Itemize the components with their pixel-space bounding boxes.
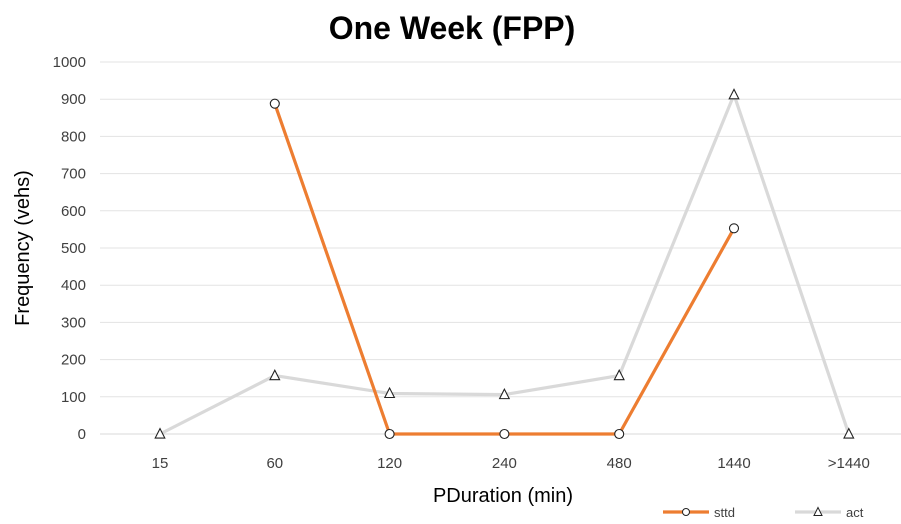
x-tick-label: 480: [607, 455, 632, 472]
chart-title: One Week (FPP): [329, 10, 576, 46]
x-tick-label: 60: [266, 455, 283, 472]
legend-item-act: act: [795, 505, 864, 520]
y-tick-label: 0: [78, 426, 86, 443]
legend-label: sttd: [714, 505, 735, 520]
y-tick-label: 800: [61, 128, 86, 145]
y-tick-label: 700: [61, 166, 86, 183]
data-point: [730, 224, 739, 233]
x-axis-ticks: 15 60 120 240 480 1440 >1440: [152, 455, 870, 472]
series-act: [155, 89, 853, 438]
x-tick-label: >1440: [828, 455, 870, 472]
x-tick-label: 1440: [717, 455, 750, 472]
legend-label: act: [846, 505, 864, 520]
x-tick-label: 240: [492, 455, 517, 472]
y-tick-label: 600: [61, 203, 86, 220]
data-point: [615, 430, 624, 439]
data-point: [844, 429, 854, 438]
y-tick-label: 300: [61, 314, 86, 331]
y-tick-label: 1000: [53, 54, 86, 71]
data-point: [385, 430, 394, 439]
legend-marker: [683, 509, 690, 516]
series-line-act: [160, 95, 849, 434]
y-tick-label: 200: [61, 352, 86, 369]
x-tick-label: 15: [152, 455, 169, 472]
y-tick-label: 900: [61, 91, 86, 108]
y-tick-label: 100: [61, 389, 86, 406]
data-point: [729, 89, 739, 98]
legend-item-sttd: sttd: [663, 505, 735, 520]
series-sttd: [270, 99, 738, 438]
gridlines: [100, 62, 901, 434]
series-layer: [155, 89, 853, 438]
x-axis-title: PDuration (min): [433, 485, 573, 507]
y-tick-label: 500: [61, 240, 86, 257]
data-point: [270, 99, 279, 108]
y-tick-label: 400: [61, 277, 86, 294]
x-tick-label: 120: [377, 455, 402, 472]
data-point: [500, 430, 509, 439]
y-axis-ticks: 0 100 200 300 400 500 600 700 800 900 1000: [53, 54, 86, 443]
legend: sttd act: [663, 505, 864, 520]
series-line-sttd: [275, 104, 734, 434]
y-axis-title: Frequency (vehs): [12, 170, 34, 326]
